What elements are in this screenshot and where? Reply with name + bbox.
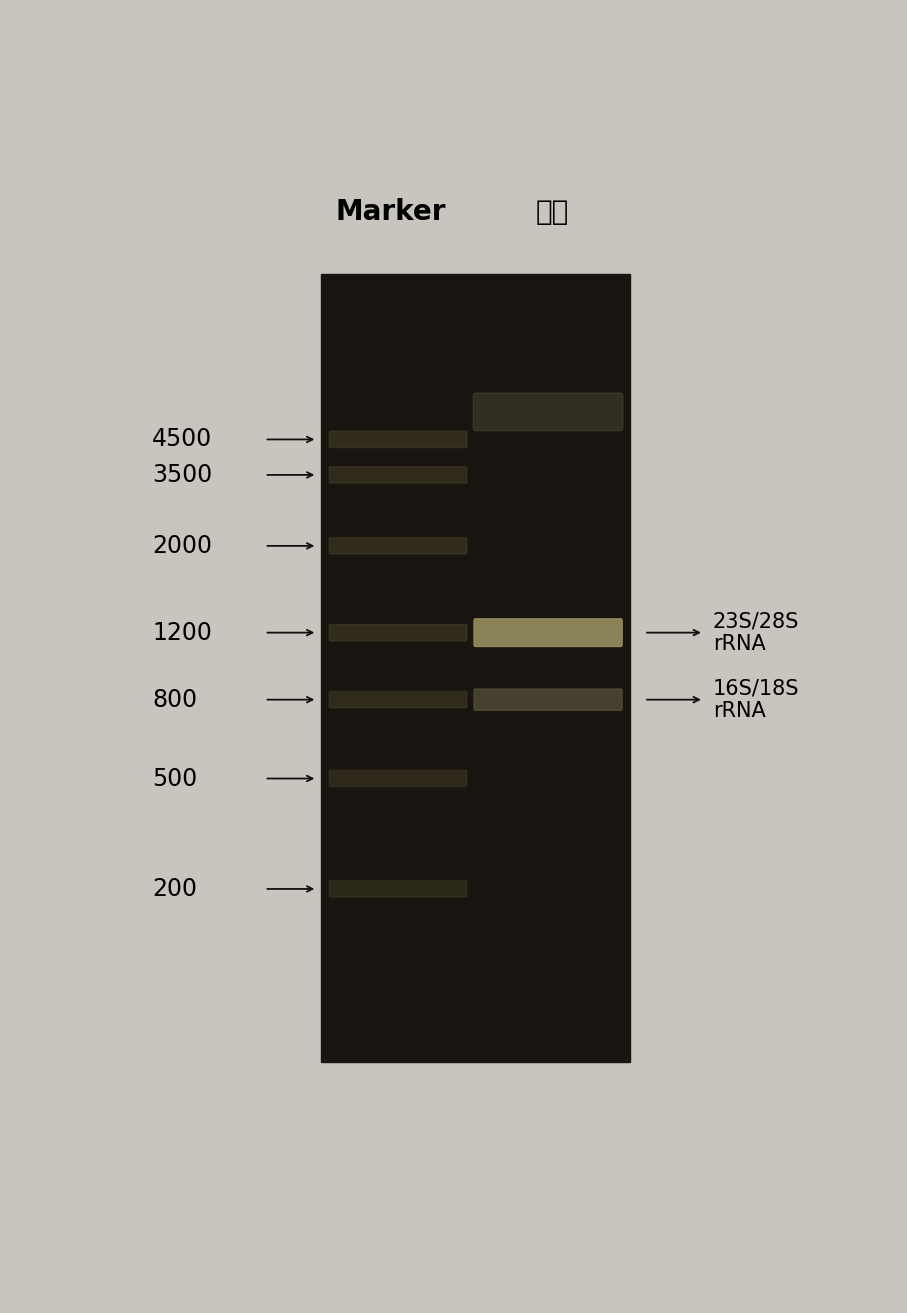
FancyBboxPatch shape <box>329 467 467 483</box>
FancyBboxPatch shape <box>329 771 467 786</box>
Text: 3500: 3500 <box>152 463 212 487</box>
Text: 200: 200 <box>152 877 197 901</box>
Bar <box>321 274 630 1062</box>
Text: 16S/18S
rRNA: 16S/18S rRNA <box>713 678 799 721</box>
Text: Marker: Marker <box>336 198 446 226</box>
Text: 4500: 4500 <box>152 428 212 452</box>
FancyBboxPatch shape <box>474 689 622 710</box>
Text: 23S/28S
rRNA: 23S/28S rRNA <box>713 611 799 654</box>
Text: 2000: 2000 <box>152 534 212 558</box>
FancyBboxPatch shape <box>329 432 467 448</box>
Text: 1200: 1200 <box>152 621 212 645</box>
Text: 样品: 样品 <box>536 198 570 226</box>
FancyBboxPatch shape <box>474 618 622 646</box>
Text: 500: 500 <box>152 767 198 790</box>
FancyBboxPatch shape <box>329 881 467 897</box>
FancyBboxPatch shape <box>473 393 623 431</box>
FancyBboxPatch shape <box>329 625 467 641</box>
Text: 800: 800 <box>152 688 197 712</box>
FancyBboxPatch shape <box>329 538 467 554</box>
FancyBboxPatch shape <box>329 692 467 708</box>
